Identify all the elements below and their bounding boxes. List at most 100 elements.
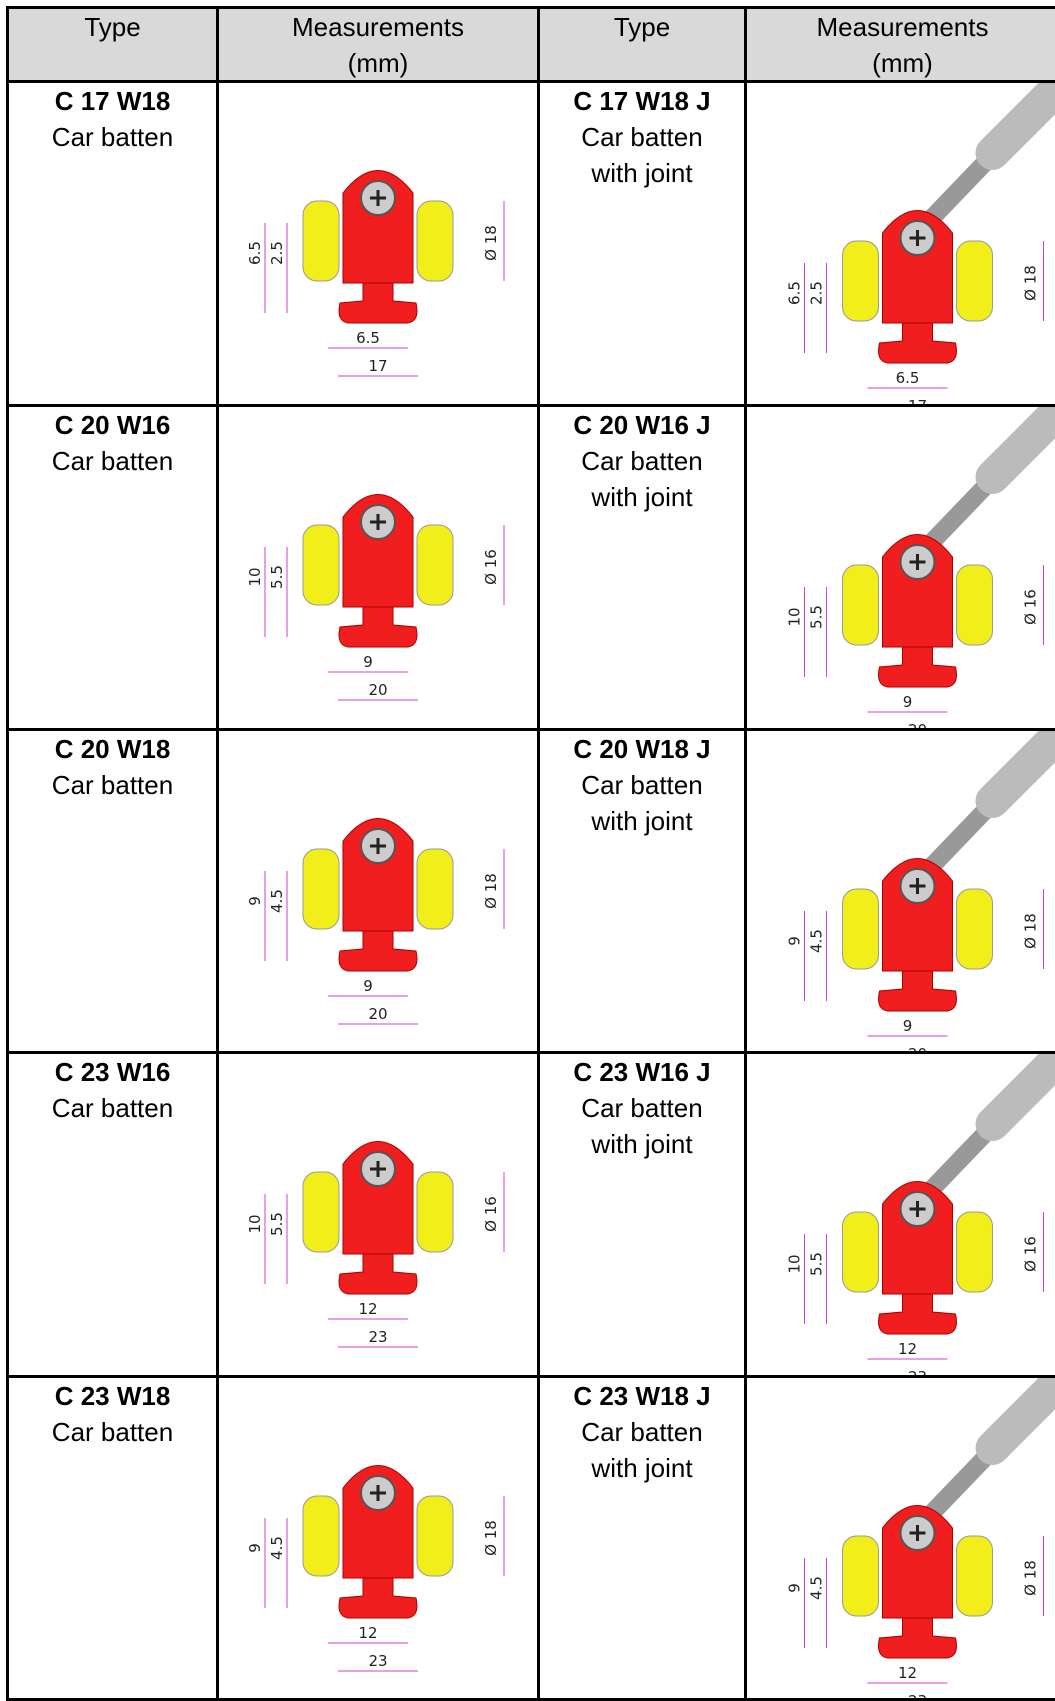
dimension-label: 6.5	[786, 281, 804, 305]
product-description: Car batten	[581, 1417, 703, 1447]
product-code: C 23 W18 J	[573, 1381, 711, 1411]
wheel	[302, 1171, 340, 1253]
bolt-cross	[370, 190, 386, 206]
car-foot	[878, 646, 957, 688]
wheel	[956, 1211, 993, 1293]
bolt-cross	[909, 554, 926, 570]
product-drawing: 9 4.5 12 23 Ø 18	[246, 1465, 505, 1672]
header-cell: Type	[537, 6, 747, 83]
product-code: C 23 W16 J	[573, 1057, 711, 1087]
product-description: Car batten	[51, 1417, 174, 1447]
type-cell: C 20 W18 J Car batten with joint	[537, 728, 747, 1054]
dimension-label: 9	[246, 896, 264, 906]
header-text: Measurements	[816, 12, 989, 42]
wheel	[842, 888, 879, 970]
dimension-label: 12	[358, 1624, 377, 1642]
dimension-label: 4.5	[268, 889, 286, 913]
product-description: Car batten	[51, 446, 174, 476]
dimension-label: Ø 18	[1022, 1560, 1040, 1596]
dimension-label: Ø 18	[482, 873, 500, 909]
dimension-label: 9	[363, 977, 373, 995]
drawing-cell: 105.5 9 20 Ø 16	[744, 404, 1055, 731]
product-description: with joint	[591, 482, 693, 512]
type-cell: C 23 W18 J Car batten with joint	[537, 1375, 747, 1701]
drawing-cell: 105.5 12 23 Ø 16	[744, 1051, 1055, 1378]
bolt-cross	[370, 838, 386, 854]
dimension-label: 6.5	[896, 369, 920, 387]
dimension-label: 6.5	[356, 329, 380, 347]
wheel	[842, 1535, 879, 1617]
dimension-label: 20	[368, 681, 387, 699]
dimension-label: 9	[246, 1543, 264, 1553]
car-foot	[338, 606, 418, 648]
dimension-label: 2.5	[808, 281, 826, 305]
product-description: with joint	[591, 158, 693, 188]
dimension-label: 23	[908, 1368, 927, 1375]
dimension-label: Ø 16	[482, 1196, 500, 1232]
dimension-label: 17	[368, 357, 387, 375]
product-description: Car batten	[51, 1093, 174, 1123]
dimension-label: 12	[358, 1300, 377, 1318]
dimension-label: 10	[786, 607, 804, 626]
type-cell: C 23 W16 J Car batten with joint	[537, 1051, 747, 1378]
header-cell: Measurements (mm)	[216, 6, 540, 83]
dimension-label: 5.5	[268, 1212, 286, 1236]
bolt-cross	[370, 1161, 386, 1177]
product-description: Car batten	[581, 1093, 703, 1123]
product-description: with joint	[591, 1453, 693, 1483]
product-code: C 17 W18	[54, 86, 171, 116]
dimension-label: 12	[898, 1340, 917, 1358]
drawing-cell: 9 4.5 9 20 Ø 18	[216, 728, 540, 1054]
car-foot	[878, 1617, 957, 1659]
joint-rod-top	[975, 83, 1055, 170]
car-foot	[338, 1577, 418, 1619]
dimension-label: 23	[368, 1652, 387, 1670]
car-foot	[878, 970, 957, 1012]
dimension-label: 12	[898, 1664, 917, 1682]
wheel	[956, 888, 993, 970]
type-cell: C 20 W18 Car batten	[6, 728, 219, 1054]
dimension-label: 9	[903, 1017, 913, 1035]
header-cell: Type	[6, 6, 219, 83]
product-drawing: 9 4.5 12 23 Ø 18	[786, 1378, 1055, 1698]
dimension-label: 6.5	[246, 241, 264, 265]
car-foot	[878, 322, 957, 364]
product-code: C 20 W16	[54, 410, 171, 440]
dimension-label: 23	[908, 1692, 927, 1698]
wheel	[416, 1495, 454, 1577]
type-cell: C 17 W18 Car batten	[6, 80, 219, 407]
wheel	[416, 200, 454, 282]
product-description: Car batten	[581, 446, 703, 476]
wheel	[842, 564, 879, 646]
wheel	[416, 848, 454, 930]
wheel	[956, 240, 993, 322]
wheel	[956, 1535, 993, 1617]
dimension-label: Ø 16	[1022, 589, 1040, 625]
product-code: C 20 W16 J	[573, 410, 711, 440]
header-text: (mm)	[347, 48, 409, 78]
dimension-label: 4.5	[808, 929, 826, 953]
product-code: C 23 W16	[54, 1057, 171, 1087]
header-text: Type	[613, 12, 671, 42]
type-cell: C 23 W16 Car batten	[6, 1051, 219, 1378]
joint-rod-top	[975, 731, 1055, 818]
wheel	[416, 524, 454, 606]
car-foot	[878, 1293, 957, 1335]
product-description: Car batten	[581, 122, 703, 152]
product-description: Car batten	[51, 770, 174, 800]
dimension-label: 5.5	[268, 565, 286, 589]
bolt-cross	[370, 1485, 386, 1501]
car-foot	[338, 282, 418, 324]
wheel	[842, 1211, 879, 1293]
drawing-cell: 9 4.5 12 23 Ø 18	[744, 1375, 1055, 1701]
dimension-label: 9	[786, 936, 804, 946]
product-code: C 17 W18 J	[573, 86, 711, 116]
product-description: Car batten	[581, 770, 703, 800]
dimension-label: Ø 16	[1022, 1236, 1040, 1272]
